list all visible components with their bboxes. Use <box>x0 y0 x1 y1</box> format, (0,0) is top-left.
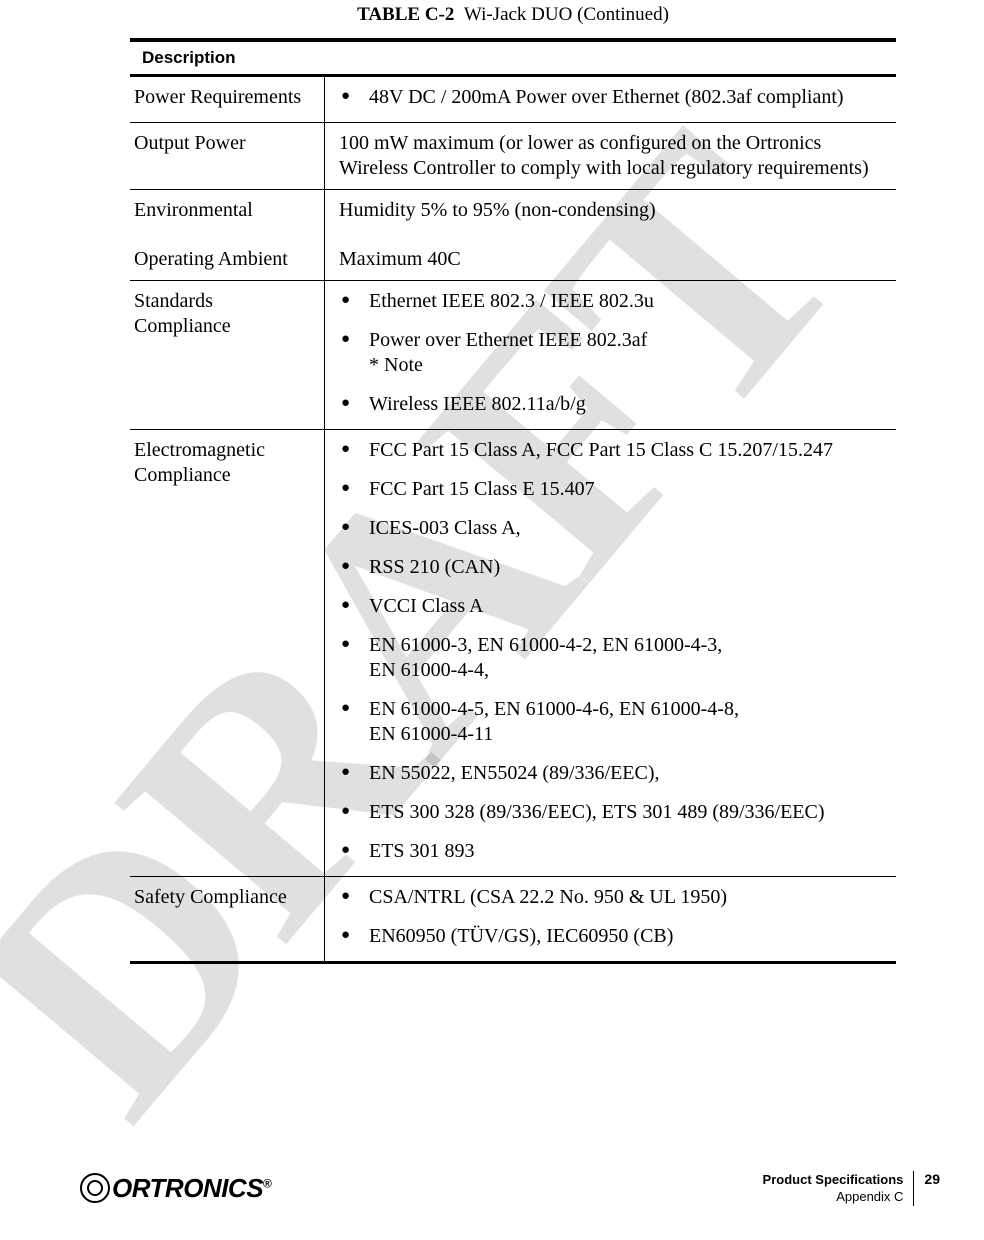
row-standards: Standards Compliance Ethernet IEEE 802.3… <box>130 280 896 429</box>
env-text-1: Humidity 5% to 95% (non-condensing) <box>339 198 888 223</box>
cell-value: FCC Part 15 Class A, FCC Part 15 Class C… <box>325 430 896 876</box>
list-item: ETS 300 328 (89/336/EEC), ETS 301 489 (8… <box>339 800 888 825</box>
footer-title-2: Appendix C <box>763 1188 904 1206</box>
list-item: VCCI Class A <box>339 594 888 619</box>
list-item: RSS 210 (CAN) <box>339 555 888 580</box>
cell-label: Standards Compliance <box>130 281 325 429</box>
header-label: Description <box>142 48 236 67</box>
logo-mark-icon <box>80 1173 110 1203</box>
env-label-2: Operating Ambient <box>134 247 314 272</box>
footer-title-1: Product Specifications <box>763 1171 904 1189</box>
footer-right: Product Specifications Appendix C 29 <box>763 1171 940 1206</box>
row-environmental: Environmental Operating Ambient Humidity… <box>130 189 896 280</box>
cell-value: 100 mW maximum (or lower as configured o… <box>325 123 896 189</box>
list-item: ICES-003 Class A, <box>339 516 888 541</box>
list-item: EN60950 (TÜV/GS), IEC60950 (CB) <box>339 924 888 949</box>
list-item: EN 55022, EN55024 (89/336/EEC), <box>339 761 888 786</box>
spec-table: Description Power Requirements 48V DC / … <box>130 38 896 964</box>
cell-value: Humidity 5% to 95% (non-condensing) Maxi… <box>325 190 896 280</box>
caption-label: TABLE C-2 <box>357 4 454 25</box>
list-item: EN 61000-4-5, EN 61000-4-6, EN 61000-4-8… <box>339 697 888 747</box>
row-emc: Electromagnetic Compliance FCC Part 15 C… <box>130 429 896 876</box>
row-power-requirements: Power Requirements 48V DC / 200mA Power … <box>130 76 896 122</box>
cell-label: Safety Compliance <box>130 877 325 961</box>
table-caption: TABLE C-2 Wi-Jack DUO (Continued) <box>130 0 896 26</box>
row-safety: Safety Compliance CSA/NTRL (CSA 22.2 No.… <box>130 876 896 961</box>
env-text-2: Maximum 40C <box>339 247 888 272</box>
row-output-power: Output Power 100 mW maximum (or lower as… <box>130 122 896 189</box>
cell-value: CSA/NTRL (CSA 22.2 No. 950 & UL 1950) EN… <box>325 877 896 961</box>
brand-name: ORTRONICS® <box>112 1173 271 1204</box>
list-item: CSA/NTRL (CSA 22.2 No. 950 & UL 1950) <box>339 885 888 910</box>
caption-title: Wi-Jack DUO (Continued) <box>464 4 669 25</box>
page-content: TABLE C-2 Wi-Jack DUO (Continued) Descri… <box>0 0 984 964</box>
list-item: 48V DC / 200mA Power over Ethernet (802.… <box>339 85 888 110</box>
cell-label: Environmental Operating Ambient <box>130 190 325 280</box>
footer-titles: Product Specifications Appendix C <box>763 1171 915 1206</box>
cell-value: 48V DC / 200mA Power over Ethernet (802.… <box>325 77 896 122</box>
list-item: FCC Part 15 Class A, FCC Part 15 Class C… <box>339 438 888 463</box>
list-item: Wireless IEEE 802.11a/b/g <box>339 392 888 417</box>
list-item: Ethernet IEEE 802.3 / IEEE 802.3u <box>339 289 888 314</box>
page-footer: ORTRONICS® Product Specifications Append… <box>0 1171 984 1206</box>
cell-value: Ethernet IEEE 802.3 / IEEE 802.3u Power … <box>325 281 896 429</box>
table-header: Description <box>130 42 896 76</box>
list-item: Power over Ethernet IEEE 802.3af* Note <box>339 328 888 378</box>
list-item: FCC Part 15 Class E 15.407 <box>339 477 888 502</box>
cell-label: Electromagnetic Compliance <box>130 430 325 876</box>
list-item: ETS 301 893 <box>339 839 888 864</box>
list-item: EN 61000-3, EN 61000-4-2, EN 61000-4-3,E… <box>339 633 888 683</box>
env-label-1: Environmental <box>134 198 314 223</box>
cell-label: Power Requirements <box>130 77 325 122</box>
page-number: 29 <box>914 1171 940 1206</box>
cell-label: Output Power <box>130 123 325 189</box>
brand-logo: ORTRONICS® <box>80 1173 271 1204</box>
